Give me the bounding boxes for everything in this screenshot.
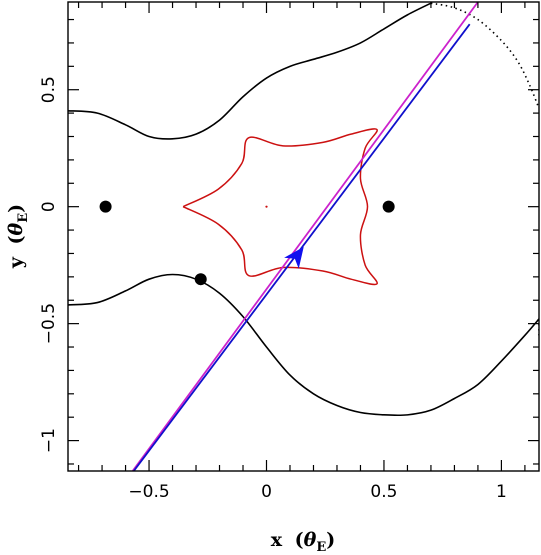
x-tick-label: 0.5 <box>370 482 397 502</box>
y-tick-labels: −1 −0.5 0 0.5 <box>39 76 59 453</box>
y-tick-label: 0 <box>39 201 59 212</box>
x-axis-label-sub: E <box>316 540 326 555</box>
plot-frame <box>67 1 540 472</box>
y-axis-label-sub: E <box>16 213 31 223</box>
x-tick-label: −0.5 <box>128 482 169 502</box>
trajectory-magenta <box>131 2 479 471</box>
lens-marker-3 <box>194 273 207 286</box>
x-tick-labels: −0.5 0 0.5 1 <box>128 482 506 502</box>
y-axis-label: y (θE) <box>5 204 31 269</box>
lens-marker-2 <box>382 200 395 213</box>
y-tick-label: −1 <box>39 428 59 453</box>
y-tick-label: −0.5 <box>39 303 59 344</box>
x-axis-label-main: x <box>271 529 283 551</box>
axis-ticks <box>68 2 539 471</box>
x-axis-label-symbol: θ <box>304 529 317 551</box>
x-tick-label: 1 <box>496 482 507 502</box>
caustic-center-dot <box>265 205 268 208</box>
critical-curve-dotted <box>430 2 539 109</box>
y-axis-label-main: y <box>5 256 27 269</box>
critical-curve-upper <box>68 2 432 140</box>
trajectory-blue <box>133 23 471 471</box>
trajectory-arrow <box>284 246 304 269</box>
critical-curve-lower <box>68 273 539 417</box>
x-axis-label: x (θE) <box>271 529 336 555</box>
plot-area <box>68 2 539 471</box>
lens-marker-1 <box>99 200 112 213</box>
y-axis-label-symbol: θ <box>5 222 27 235</box>
y-tick-label: 0.5 <box>39 76 59 103</box>
x-tick-label: 0 <box>261 482 272 502</box>
caustic-curve <box>182 128 378 286</box>
